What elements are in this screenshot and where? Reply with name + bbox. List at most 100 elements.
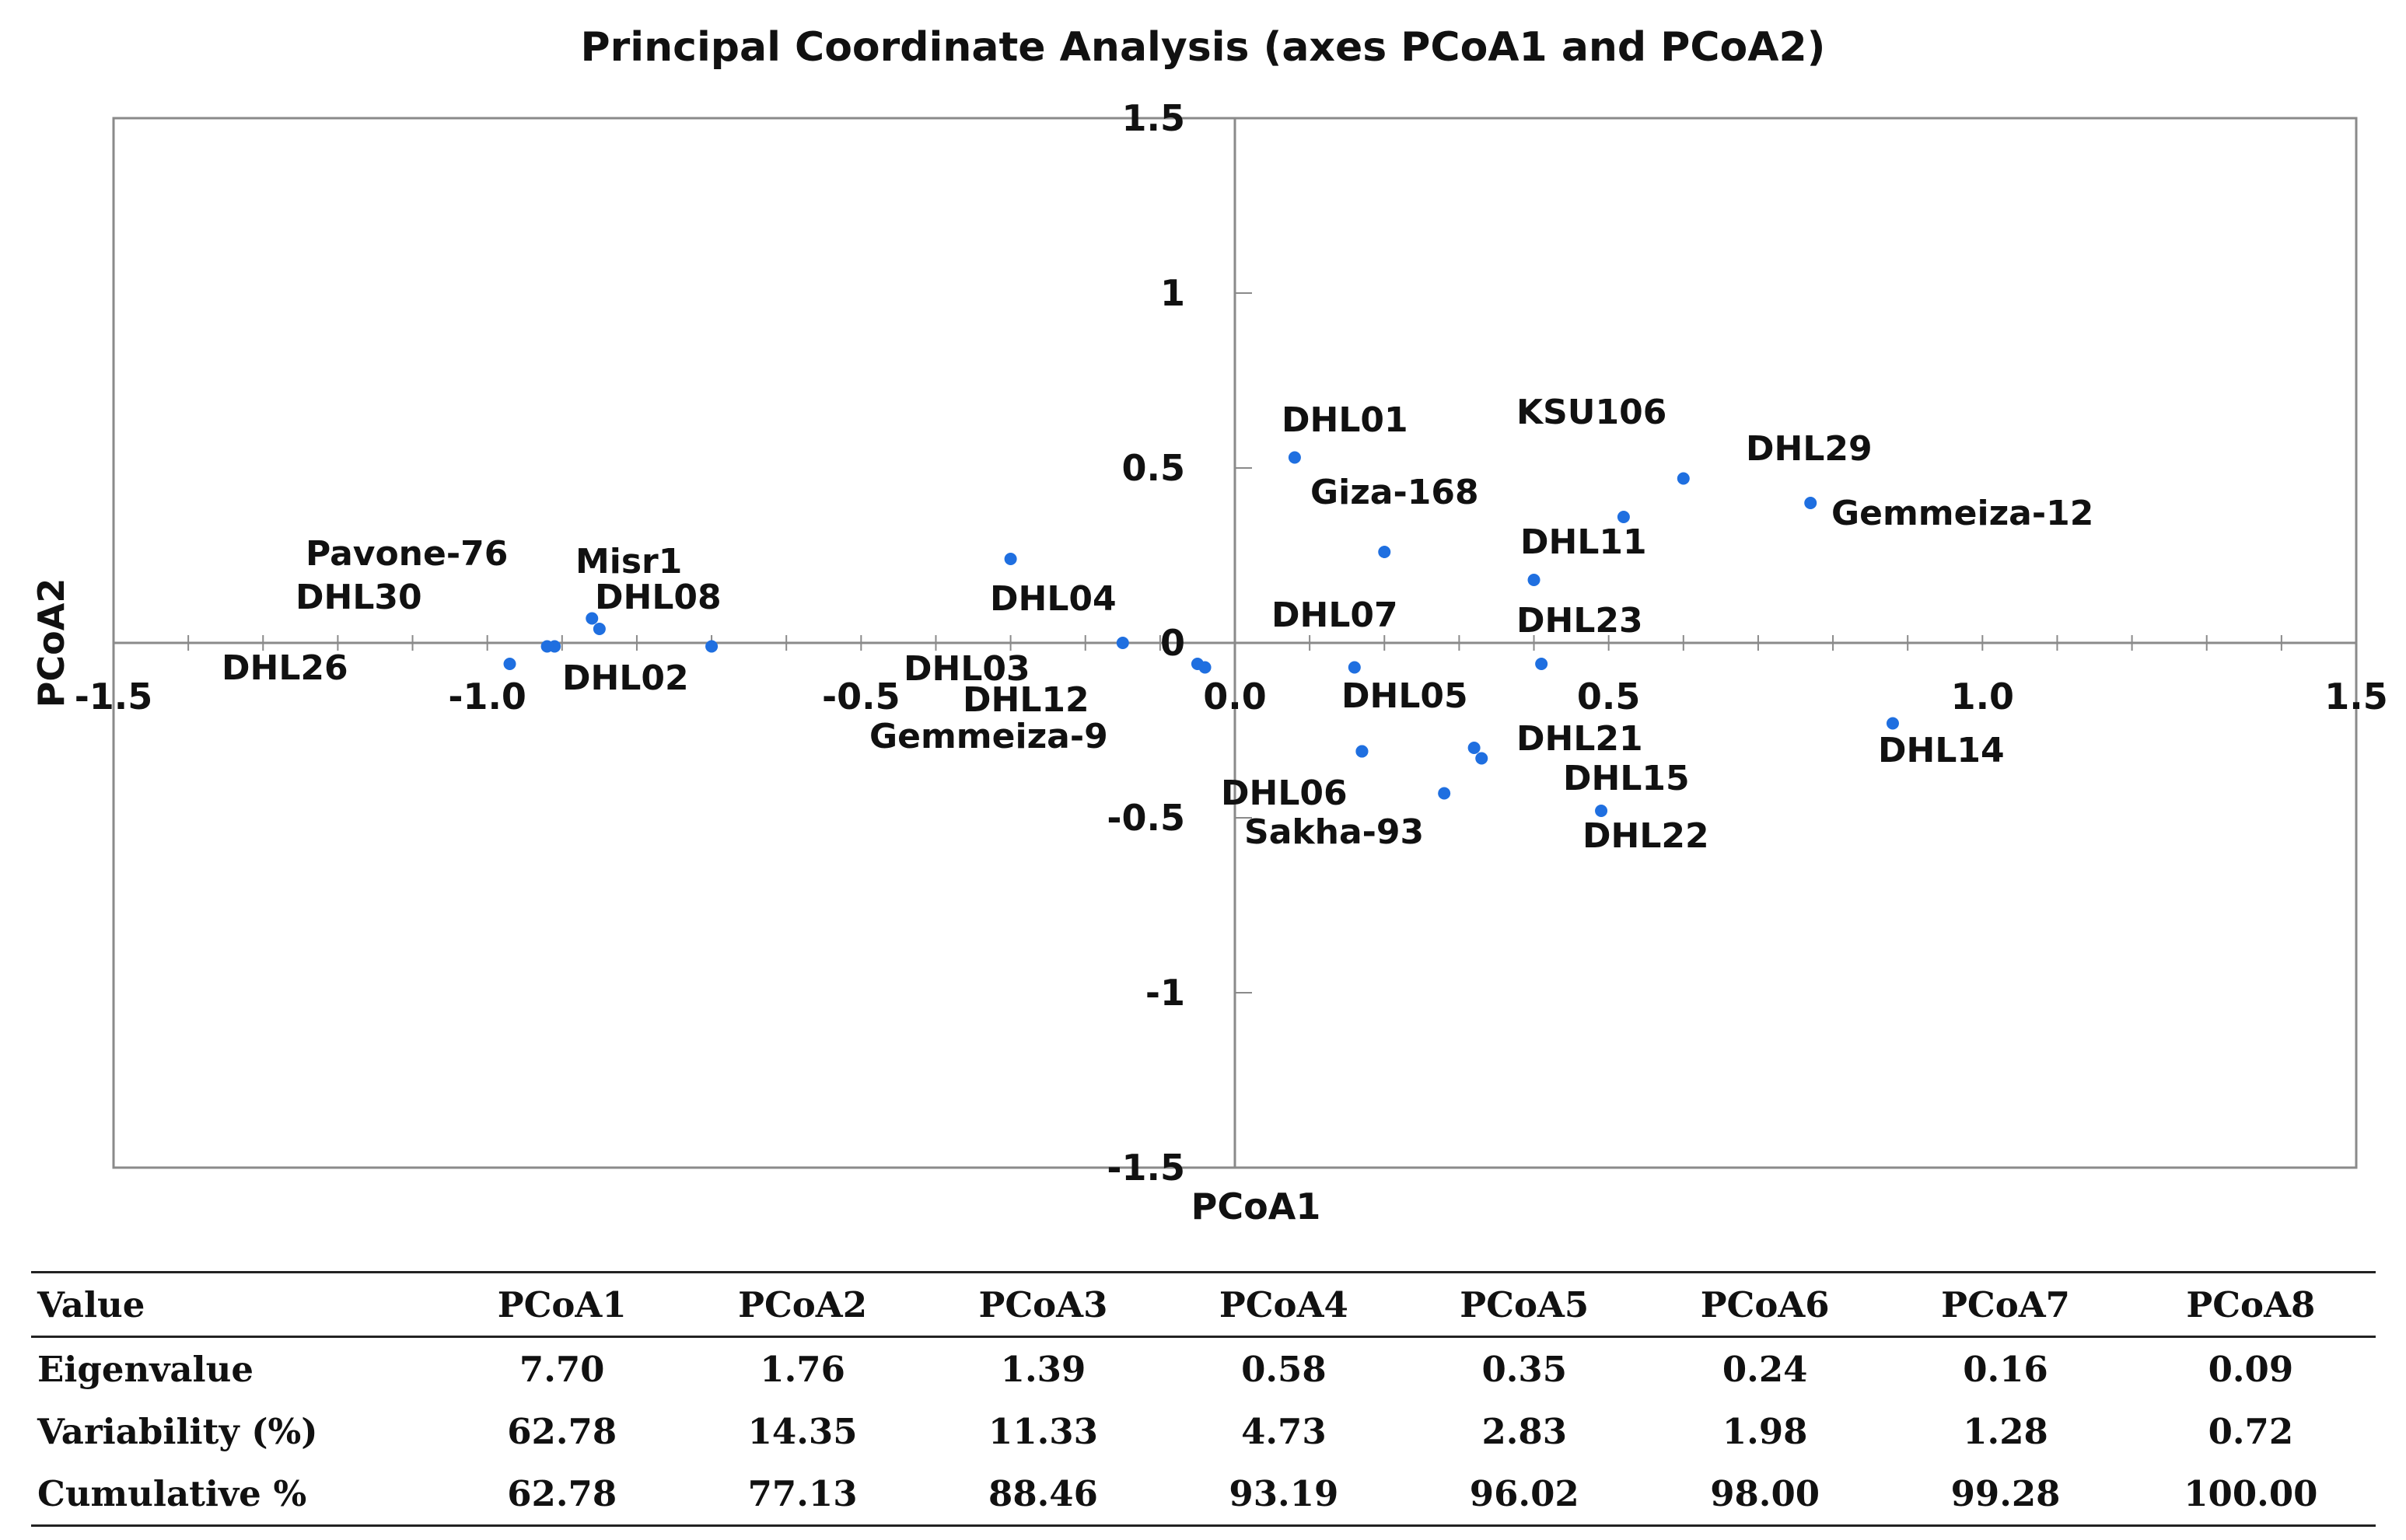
x-tick-label: -1.5 [75, 676, 153, 718]
x-tick-label: 1.5 [2324, 676, 2388, 718]
header-pcoa3: PCoA3 [978, 1283, 1108, 1325]
x-axis-label: PCoA1 [1191, 1186, 1321, 1227]
point-label: DHL12 [963, 680, 1089, 720]
x-tick-label: 0.5 [1577, 676, 1641, 718]
header-pcoa8: PCoA8 [2186, 1283, 2316, 1325]
table-cell: 88.46 [988, 1472, 1098, 1514]
point-label: DHL04 [990, 579, 1117, 619]
point-label: Gemmeiza-12 [1831, 494, 2093, 533]
header-pcoa7: PCoA7 [1941, 1283, 2070, 1325]
table-cell: 0.72 [2208, 1410, 2294, 1452]
x-tick-label: -1.0 [448, 676, 526, 718]
table-cell: 98.00 [1710, 1472, 1820, 1514]
point-label: DHL08 [595, 578, 722, 617]
axis-ticks: -1.5 -1.0 -0.5 0.0 0.5 1.0 1.5 1.5 1 0.5 0 -0.5 -1 -1… [75, 97, 2388, 1189]
table-cell: 0.58 [1241, 1348, 1327, 1390]
data-point [1595, 805, 1608, 817]
table-row-cumulative: Cumulative % 62.78 77.13 88.46 93.19 96.… [31, 1462, 2376, 1526]
data-point [1677, 472, 1690, 485]
y-tick-label: 0 [1160, 622, 1185, 664]
data-point [1527, 574, 1540, 586]
data-point [1467, 742, 1481, 754]
y-tick-label: -1 [1145, 972, 1185, 1014]
table-row-eigenvalue: Eigenvalue 7.70 1.76 1.39 0.58 0.35 0.24… [31, 1337, 2376, 1401]
point-label: DHL30 [296, 578, 422, 617]
y-tick-label: 0.5 [1122, 447, 1186, 489]
y-tick-label: 1 [1160, 272, 1185, 314]
point-label: DHL01 [1282, 400, 1408, 440]
header-pcoa5: PCoA5 [1460, 1283, 1589, 1325]
data-point [540, 640, 554, 653]
table-cell: 0.16 [1963, 1348, 2048, 1390]
point-label: DHL14 [1878, 731, 2005, 770]
table-cell: 7.70 [519, 1348, 605, 1390]
table-cell: 1.28 [1963, 1410, 2048, 1452]
data-point [1886, 717, 1899, 730]
table-cell: Variability (%) [37, 1410, 318, 1452]
table-cell: 100.00 [2184, 1472, 2318, 1514]
table-cell: 14.35 [747, 1410, 858, 1452]
table-header-row: Value PCoA1 PCoA2 PCoA3 PCoA4 PCoA5 PCoA… [31, 1272, 2376, 1337]
y-tick-label: -0.5 [1107, 797, 1185, 839]
data-point [1348, 661, 1361, 674]
table-cell: 11.33 [988, 1410, 1098, 1452]
point-label: Giza-168 [1310, 473, 1479, 512]
pcoa-scatter-chart: Principal Coordinate Analysis (axes PCoA… [30, 24, 2388, 1227]
data-point [1288, 451, 1301, 464]
data-point [1617, 511, 1630, 523]
data-point [1475, 752, 1488, 765]
data-point [1535, 658, 1548, 670]
table-row-variability: Variability (%) 62.78 14.35 11.33 4.73 2… [31, 1400, 2376, 1462]
table-cell: 1.98 [1722, 1410, 1808, 1452]
point-labels: DHL01 Giza-168 KSU106 DHL29 Gemmeiza-12 DHL11… [222, 393, 2093, 856]
data-point [503, 658, 516, 670]
point-label: DHL05 [1341, 676, 1468, 716]
table-cell: 96.02 [1469, 1472, 1579, 1514]
y-tick-label: -1.5 [1107, 1147, 1185, 1189]
point-label: DHL06 [1221, 773, 1348, 813]
x-tick-label: -0.5 [822, 676, 901, 718]
y-axis-label: PCoA2 [30, 578, 72, 708]
point-label: DHL23 [1516, 601, 1643, 641]
point-label: DHL03 [904, 649, 1030, 689]
table-cell: 0.35 [1481, 1348, 1568, 1390]
point-label: KSU106 [1516, 393, 1666, 432]
table-cell: 1.39 [1000, 1348, 1086, 1390]
data-points [503, 451, 1899, 817]
point-label: DHL11 [1520, 522, 1647, 562]
point-label: Misr1 [575, 542, 682, 581]
table-cell: 99.28 [1950, 1472, 2061, 1514]
point-label: DHL26 [222, 648, 348, 688]
data-point [705, 640, 719, 653]
point-label: DHL02 [562, 658, 689, 698]
point-label: Gemmeiza-9 [869, 717, 1108, 756]
data-point [1804, 497, 1817, 509]
table-cell: 0.24 [1722, 1348, 1808, 1390]
x-tick-label: 0.0 [1203, 676, 1267, 718]
table-cell: Cumulative % [37, 1472, 307, 1514]
table-cell: 2.83 [1481, 1410, 1568, 1452]
data-point [1378, 546, 1391, 558]
point-label: DHL15 [1563, 759, 1690, 798]
data-point [1438, 787, 1451, 800]
data-point [1116, 637, 1129, 649]
table-cell: 1.76 [760, 1348, 845, 1390]
table-cell: 62.78 [507, 1472, 617, 1514]
x-tick-label: 1.0 [1951, 676, 2015, 718]
data-point [1004, 553, 1017, 565]
data-point [1198, 661, 1212, 674]
point-label: DHL29 [1746, 429, 1873, 469]
point-label: DHL07 [1271, 595, 1398, 635]
header-pcoa1: PCoA1 [497, 1283, 627, 1325]
data-point [1355, 745, 1369, 758]
table-cell: 93.19 [1229, 1472, 1339, 1514]
header-pcoa2: PCoA2 [738, 1283, 868, 1325]
table-cell: Eigenvalue [37, 1348, 254, 1390]
header-pcoa6: PCoA6 [1700, 1283, 1830, 1325]
data-point [593, 623, 606, 635]
chart-title: Principal Coordinate Analysis (axes PCoA… [581, 24, 1826, 71]
point-label: Pavone-76 [306, 534, 508, 574]
pcoa-summary-table: Value PCoA1 PCoA2 PCoA3 PCoA4 PCoA5 PCoA… [31, 1271, 2376, 1527]
table-cell: 62.78 [507, 1410, 617, 1452]
point-label: DHL21 [1516, 719, 1643, 759]
